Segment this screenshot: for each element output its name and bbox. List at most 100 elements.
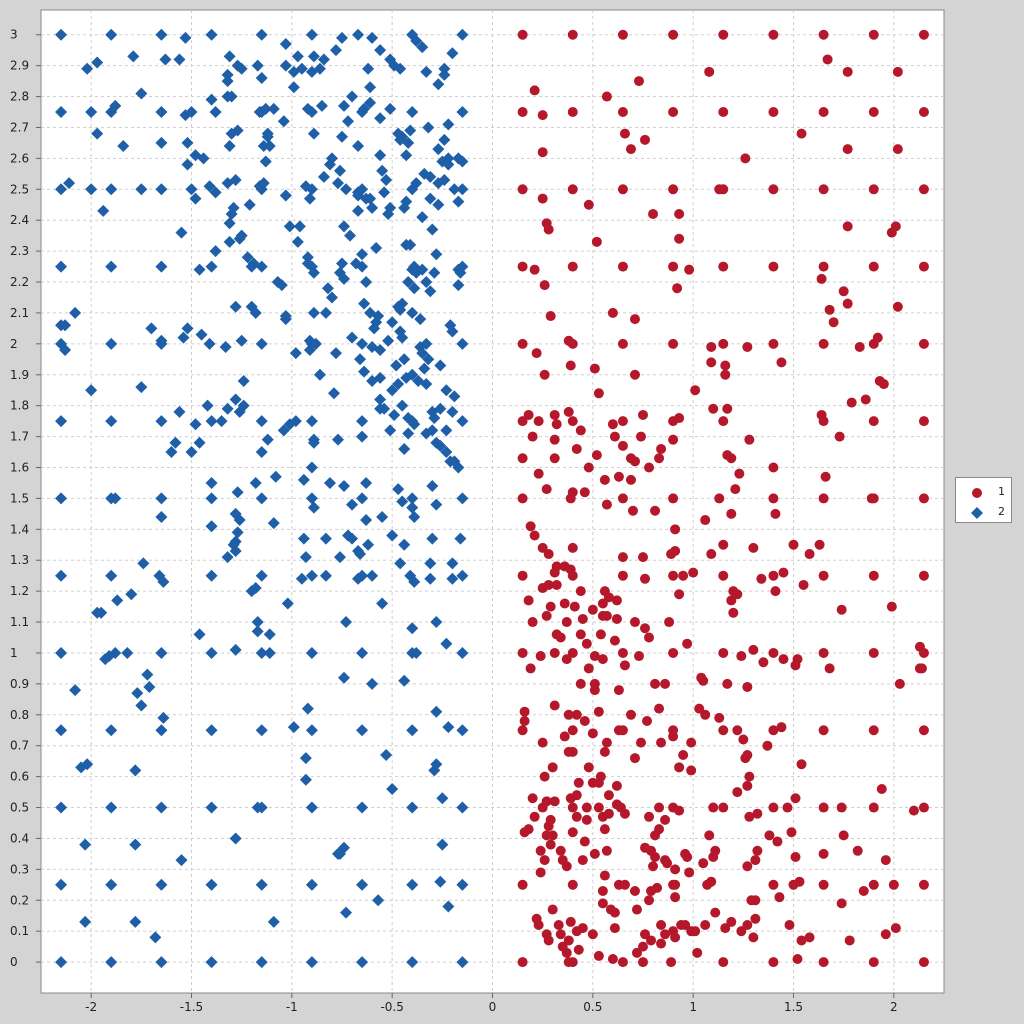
data-point-diamond bbox=[408, 418, 421, 431]
data-point-diamond bbox=[293, 220, 306, 233]
data-point-circle bbox=[890, 221, 901, 232]
data-point-diamond bbox=[157, 575, 170, 588]
data-point-circle bbox=[748, 932, 759, 943]
data-point-circle bbox=[740, 153, 751, 164]
data-point-circle bbox=[603, 592, 614, 603]
data-point-circle bbox=[609, 635, 620, 646]
data-point-diamond bbox=[145, 322, 158, 335]
data-point-diamond bbox=[55, 801, 68, 814]
data-point-diamond bbox=[231, 124, 244, 137]
data-point-diamond bbox=[422, 353, 435, 366]
data-point-circle bbox=[527, 617, 538, 628]
data-point-circle bbox=[692, 947, 703, 958]
data-point-circle bbox=[892, 301, 903, 312]
data-point-diamond bbox=[255, 415, 268, 428]
data-point-diamond bbox=[205, 520, 218, 533]
data-point-diamond bbox=[454, 532, 467, 545]
data-point-circle bbox=[593, 802, 604, 813]
y-tick-label: 0.5 bbox=[10, 801, 29, 815]
data-point-diamond bbox=[105, 724, 118, 737]
data-point-diamond bbox=[205, 878, 218, 891]
data-point-circle bbox=[660, 814, 671, 825]
data-point-circle bbox=[670, 545, 681, 556]
data-point-circle bbox=[678, 749, 689, 760]
data-point-diamond bbox=[299, 752, 312, 765]
data-point-circle bbox=[674, 762, 685, 773]
data-point-diamond bbox=[205, 476, 218, 489]
data-point-diamond bbox=[315, 99, 328, 112]
data-point-diamond bbox=[448, 390, 461, 403]
axes: -2 -1.5 -1 -0.5 0 0.5 1 1.5 2 0 0.1 0.2 0.3 0.4 0.5 0.6… bbox=[10, 28, 898, 1014]
data-point-circle bbox=[918, 107, 929, 118]
data-point-diamond bbox=[338, 99, 351, 112]
data-point-circle bbox=[571, 811, 582, 822]
data-point-circle bbox=[579, 487, 590, 498]
data-point-diamond bbox=[255, 28, 268, 41]
data-point-diamond bbox=[219, 340, 232, 353]
data-point-circle bbox=[593, 706, 604, 717]
data-point-circle bbox=[551, 579, 562, 590]
data-point-circle bbox=[543, 224, 554, 235]
data-point-diamond bbox=[346, 498, 359, 511]
data-point-circle bbox=[642, 715, 653, 726]
data-point-diamond bbox=[356, 337, 369, 350]
data-point-circle bbox=[822, 54, 833, 65]
data-point-diamond bbox=[169, 436, 182, 449]
data-point-circle bbox=[545, 311, 556, 322]
data-point-diamond bbox=[263, 646, 276, 659]
data-point-circle bbox=[674, 413, 685, 424]
x-tick-label: 1.5 bbox=[784, 1000, 803, 1014]
data-point-diamond bbox=[416, 347, 429, 360]
data-point-circle bbox=[577, 613, 588, 624]
data-point-diamond bbox=[406, 878, 419, 891]
data-point-diamond bbox=[434, 359, 447, 372]
data-point-diamond bbox=[287, 65, 300, 78]
data-point-circle bbox=[876, 783, 887, 794]
data-point-circle bbox=[555, 929, 566, 940]
data-point-circle bbox=[720, 923, 731, 934]
data-point-diamond bbox=[331, 433, 344, 446]
y-tick-label: 2.8 bbox=[10, 90, 29, 104]
data-point-circle bbox=[611, 780, 622, 791]
data-point-diamond bbox=[442, 158, 455, 171]
data-point-diamond bbox=[340, 183, 353, 196]
data-points bbox=[55, 28, 929, 969]
data-point-circle bbox=[768, 29, 779, 40]
data-point-circle bbox=[619, 808, 630, 819]
data-point-diamond bbox=[338, 671, 351, 684]
data-point-diamond bbox=[442, 721, 455, 734]
data-point-diamond bbox=[456, 415, 469, 428]
data-point-diamond bbox=[424, 557, 437, 570]
data-point-circle bbox=[844, 935, 855, 946]
data-point-diamond bbox=[155, 28, 168, 41]
data-point-circle bbox=[597, 885, 608, 896]
data-point-circle bbox=[768, 570, 779, 581]
data-point-circle bbox=[768, 261, 779, 272]
data-point-diamond bbox=[237, 374, 250, 387]
data-point-diamond bbox=[374, 112, 387, 125]
data-point-circle bbox=[567, 570, 578, 581]
data-point-diamond bbox=[430, 616, 443, 629]
data-point-circle bbox=[814, 539, 825, 550]
data-point-circle bbox=[742, 341, 753, 352]
data-point-circle bbox=[517, 107, 528, 118]
data-point-circle bbox=[563, 406, 574, 417]
data-point-diamond bbox=[344, 229, 357, 242]
data-point-diamond bbox=[426, 532, 439, 545]
data-point-circle bbox=[718, 802, 729, 813]
data-point-diamond bbox=[243, 198, 256, 211]
data-point-diamond bbox=[155, 415, 168, 428]
data-point-circle bbox=[561, 861, 572, 872]
data-point-circle bbox=[650, 851, 661, 862]
data-point-circle bbox=[768, 493, 779, 504]
data-point-diamond bbox=[406, 368, 419, 381]
data-point-diamond bbox=[358, 365, 371, 378]
data-point-diamond bbox=[231, 486, 244, 499]
data-point-diamond bbox=[323, 476, 336, 489]
data-point-circle bbox=[539, 280, 550, 291]
data-point-circle bbox=[726, 453, 737, 464]
data-point-circle bbox=[629, 369, 640, 380]
data-point-diamond bbox=[319, 306, 332, 319]
data-point-diamond bbox=[321, 282, 334, 295]
data-point-circle bbox=[589, 363, 600, 374]
